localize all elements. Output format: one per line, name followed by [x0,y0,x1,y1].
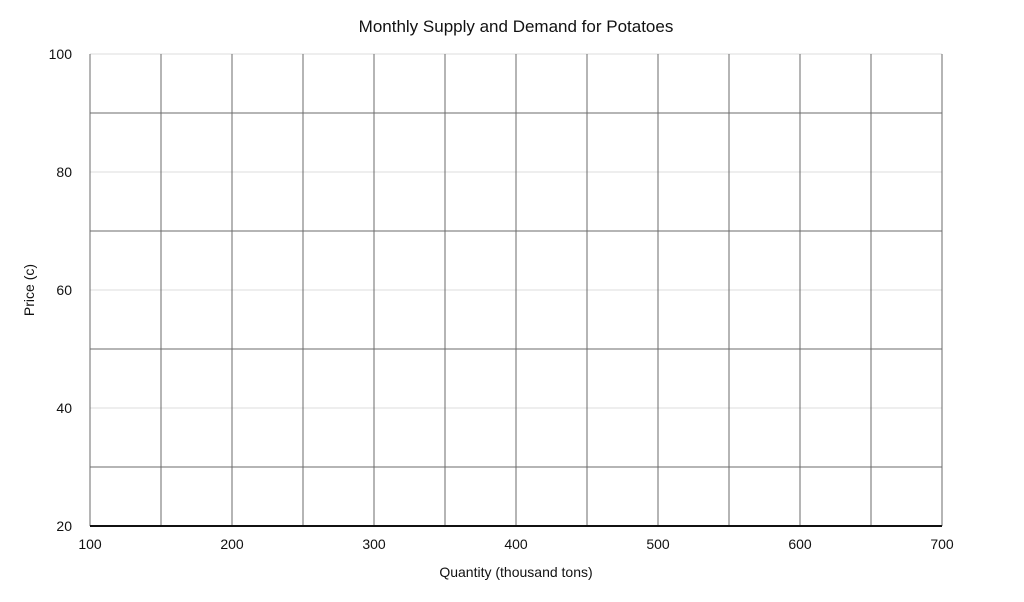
x-tick-label: 700 [930,536,954,552]
y-tick-label: 60 [56,282,72,298]
y-tick-label: 100 [49,46,73,62]
y-tick-label: 20 [56,518,72,534]
x-tick-label: 600 [788,536,812,552]
x-tick-label: 400 [504,536,528,552]
x-tick-label: 100 [78,536,102,552]
x-axis-label: Quantity (thousand tons) [439,564,592,580]
chart-title: Monthly Supply and Demand for Potatoes [359,17,674,36]
x-tick-label: 500 [646,536,670,552]
x-axis-ticks: 100 200 300 400 500 600 700 [78,536,954,552]
grid-lines [89,53,943,527]
x-tick-label: 300 [362,536,386,552]
y-tick-label: 80 [56,164,72,180]
y-axis-label: Price (c) [21,264,37,316]
x-tick-label: 200 [220,536,244,552]
y-tick-label: 40 [56,400,72,416]
y-axis-ticks: 20 40 60 80 100 [49,46,73,534]
